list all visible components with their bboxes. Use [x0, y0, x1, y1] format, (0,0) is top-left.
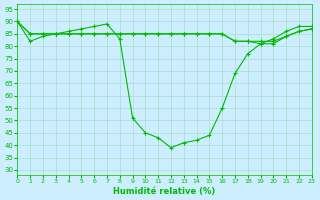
X-axis label: Humidité relative (%): Humidité relative (%) [114, 187, 216, 196]
